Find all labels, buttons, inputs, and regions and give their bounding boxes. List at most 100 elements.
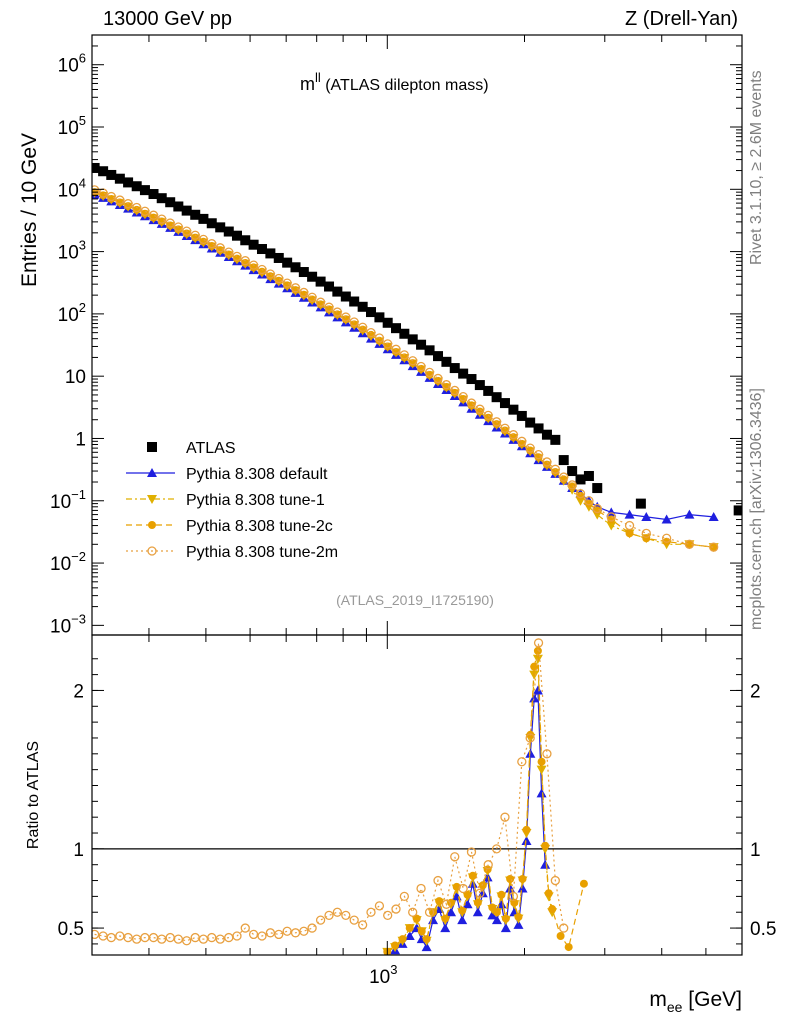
ratio-point-4-2 [106, 932, 116, 943]
point-4-10 [173, 222, 183, 232]
point-3-46 [475, 407, 484, 416]
point-0-61 [635, 498, 646, 509]
ratio-point-4-33 [366, 907, 376, 917]
point-0-27 [315, 276, 326, 287]
point-4-55 [550, 464, 560, 474]
point-4-12 [190, 230, 200, 240]
ratio-point-4-53 [533, 638, 544, 648]
point-0-29 [332, 286, 343, 297]
ratio-point-4-7 [148, 932, 159, 943]
point-4-40 [424, 367, 435, 378]
point-2-61 [606, 521, 617, 531]
ratio-tick-label-right-0: 0.5 [750, 919, 776, 940]
point-3-5 [132, 205, 141, 214]
point-1-65 [684, 509, 695, 519]
point-3-23 [283, 281, 292, 290]
point-3-18 [241, 259, 250, 268]
ratio-tick-label-0: 0.5 [58, 919, 84, 940]
point-0-3 [114, 173, 125, 184]
ratio-point-3-21 [501, 914, 510, 923]
point-3-48 [492, 420, 501, 429]
point-4-60 [592, 503, 602, 514]
ratio-point-4-44 [458, 883, 468, 894]
point-1-64 [661, 514, 672, 524]
y-tick-exp-6: 3 [79, 238, 86, 253]
point-4-15 [215, 243, 225, 253]
point-4-44 [458, 391, 468, 402]
point-4-66 [709, 542, 719, 552]
point-0-15 [215, 222, 226, 233]
ratio-tick-label-2: 2 [73, 681, 84, 702]
y-axis-label: Entries / 10 GeV [18, 133, 41, 287]
point-4-5 [132, 202, 142, 213]
point-0-43 [449, 363, 460, 374]
ratio-point-4-42 [441, 899, 452, 909]
point-4-28 [324, 302, 334, 312]
series-3 [92, 188, 718, 552]
ratio-point-1-26 [521, 835, 532, 845]
point-4-17 [232, 251, 242, 262]
point-3-47 [484, 413, 493, 422]
point-4-65 [684, 539, 695, 549]
header-right: Z (Drell-Yan) [625, 8, 738, 30]
y-tick-base-8: 10 [58, 118, 79, 139]
ratio-point-3-15 [473, 898, 482, 907]
ratio-point-3-9 [441, 914, 450, 923]
point-4-47 [483, 410, 493, 421]
point-3-20 [257, 267, 266, 276]
y-tick-base-0: 10 [50, 616, 71, 637]
ratio-point-1-3 [404, 930, 415, 940]
ratio-y-axis-label: Ratio to ATLAS [25, 741, 42, 849]
point-4-19 [248, 260, 259, 270]
point-4-63 [641, 528, 651, 538]
ratio-point-4-54 [542, 749, 552, 759]
point-0-2 [106, 169, 117, 180]
point-3-10 [174, 225, 183, 234]
point-4-64 [661, 533, 672, 543]
legend-marker-3 [148, 521, 156, 529]
point-0-60 [592, 483, 603, 494]
point-3-56 [559, 475, 568, 484]
ratio-point-3-4 [412, 914, 421, 923]
point-4-20 [257, 264, 267, 275]
ratio-point-3-32 [544, 889, 553, 898]
legend-marker-2 [147, 495, 157, 504]
series-0 [92, 162, 742, 516]
legend: ATLAS Pythia 8.308 default Pythia 8.308 tu… [126, 440, 338, 561]
ratio-point-3-14 [468, 871, 477, 880]
point-0-56 [558, 455, 569, 466]
point-4-34 [374, 333, 385, 343]
legend-label-3: Pythia 8.308 tune-2c [186, 518, 333, 535]
y-tick-exp-8: 5 [79, 113, 86, 128]
y-tick-base-4: 10 [65, 367, 86, 388]
point-0-21 [265, 248, 276, 259]
point-3-49 [500, 426, 509, 435]
ratio-point-4-20 [257, 931, 267, 941]
legend-label-2: Pythia 8.308 tune-1 [186, 492, 325, 509]
point-4-25 [299, 287, 309, 298]
ratio-point-4-40 [424, 907, 435, 917]
point-3-35 [383, 342, 392, 351]
point-0-49 [499, 398, 510, 409]
point-0-9 [165, 197, 176, 208]
ratio-point-4-8 [157, 934, 167, 944]
ratio-tick-label-right-1: 1 [750, 840, 761, 861]
point-3-65 [685, 540, 694, 549]
x-tick-base-0: 10 [369, 967, 390, 988]
point-1-62 [624, 509, 635, 519]
point-4-29 [332, 307, 342, 317]
point-0-47 [483, 385, 494, 396]
point-3-26 [308, 295, 317, 304]
point-4-21 [265, 269, 276, 279]
point-3-42 [442, 383, 451, 392]
point-4-6 [140, 206, 150, 216]
point-3-24 [291, 286, 300, 295]
point-4-48 [491, 417, 502, 427]
point-4-33 [366, 327, 376, 338]
point-3-55 [551, 467, 560, 476]
point-0-38 [407, 334, 418, 345]
point-0-41 [433, 351, 444, 362]
ratio-point-3-20 [497, 890, 506, 899]
point-3-33 [367, 330, 376, 339]
point-3-41 [434, 376, 443, 385]
